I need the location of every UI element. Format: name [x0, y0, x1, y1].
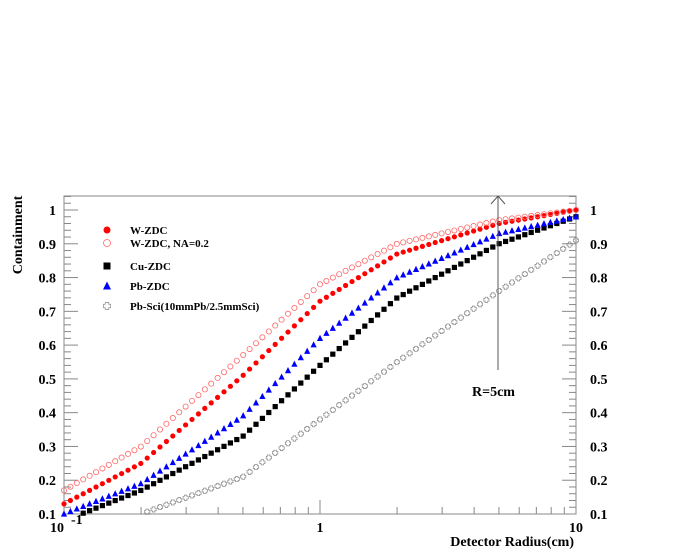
legend-label: Cu-ZDC [130, 261, 171, 273]
y-tick-label: 0.5 [39, 373, 57, 388]
y-tick-label-right: 1 [590, 204, 597, 219]
y-tick-label: 0.2 [39, 474, 57, 489]
y-tick-label: 0.7 [39, 305, 57, 320]
legend-label: W-ZDC, NA=0.2 [130, 238, 209, 250]
legend-label: Pb-ZDC [130, 281, 170, 293]
x-tick-0-exp: -1 [71, 513, 83, 528]
x-tick-0: 10 [50, 521, 64, 536]
series-w-zdc [61, 207, 579, 507]
arrow-head-icon [490, 195, 506, 205]
y-tick-label-right: 0.9 [590, 238, 608, 253]
y-tick-label: 0.4 [39, 407, 57, 422]
x-tick-2: 10 [569, 521, 583, 536]
y-tick-label-right: 0.6 [590, 339, 608, 354]
legend-label: W-ZDC [130, 225, 168, 237]
y-tick-label-right: 0.8 [590, 272, 608, 287]
y-tick-label-right: 0.4 [590, 407, 608, 422]
y-tick-label: 0.6 [39, 339, 57, 354]
x-tick-1: 1 [317, 521, 324, 536]
legend-label: Pb-Sci(10mmPb/2.5mmSci) [130, 301, 260, 313]
x-axis-label: Detector Radius(cm) [450, 535, 574, 550]
y-tick-label: 0.9 [39, 238, 57, 253]
y-axis-label: Containment [11, 195, 26, 274]
series-cu-zdc [80, 214, 579, 516]
y-tick-label: 0.8 [39, 272, 57, 287]
y-tick-label: 1 [49, 204, 56, 219]
y-tick-label-right: 0.7 [590, 305, 608, 320]
y-tick-label-right: 0.2 [590, 474, 608, 489]
series-pb-zdc [60, 213, 580, 517]
y-tick-label: 0.3 [39, 440, 57, 455]
series-w-zdc-na-0-2 [61, 206, 580, 494]
data-series [60, 206, 580, 517]
y-tick-label-right: 0.5 [590, 373, 608, 388]
annotation-label: R=5cm [472, 385, 515, 400]
y-tick-label-right: 0.3 [590, 440, 608, 455]
y-tick-label-right: 0.1 [590, 508, 608, 523]
series-pb-sci-10mmpb-2-5mmsci- [144, 237, 579, 515]
y-tick-label: 0.1 [39, 508, 57, 523]
